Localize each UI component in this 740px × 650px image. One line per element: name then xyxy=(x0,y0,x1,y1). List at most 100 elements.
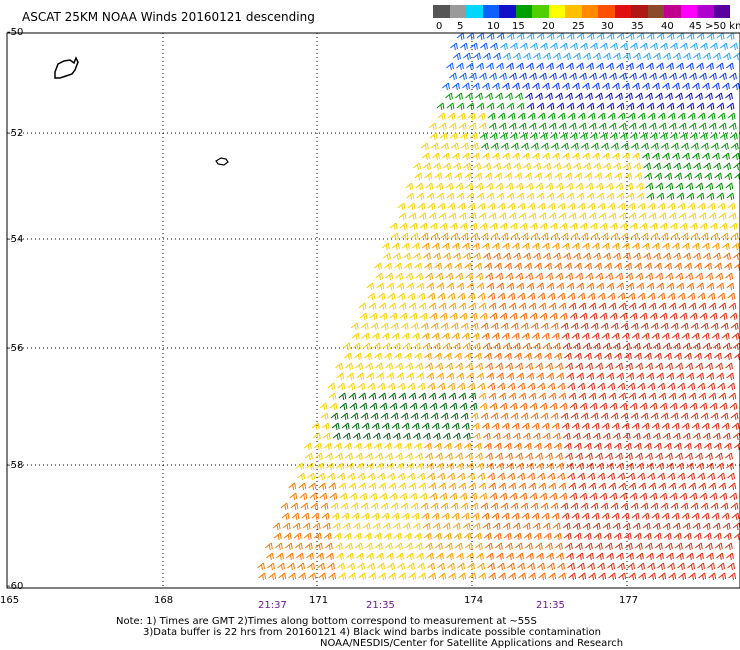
wind-barb xyxy=(553,442,562,451)
wind-barb xyxy=(388,572,397,581)
wind-barb xyxy=(649,72,657,81)
wind-barb xyxy=(576,552,584,561)
wind-barb xyxy=(632,342,641,351)
wind-barb xyxy=(441,332,450,341)
wind-barb xyxy=(398,572,407,581)
wind-barb xyxy=(598,122,607,131)
wind-barb xyxy=(444,262,452,271)
wind-barb xyxy=(485,272,494,281)
wind-barb xyxy=(710,232,719,241)
wind-barb xyxy=(478,302,487,311)
wind-barb xyxy=(690,502,699,511)
wind-barb xyxy=(693,442,702,451)
island-auckland xyxy=(54,56,79,79)
wind-barb xyxy=(437,382,446,391)
wind-barb xyxy=(452,522,461,531)
wind-barb xyxy=(607,382,616,391)
wind-barb xyxy=(541,242,550,251)
wind-barb xyxy=(472,82,480,91)
wind-barb xyxy=(410,412,419,421)
wind-barb xyxy=(678,392,687,401)
wind-barb xyxy=(414,542,423,551)
wind-barb xyxy=(626,372,635,381)
wind-barb xyxy=(622,152,630,161)
wind-barb xyxy=(376,282,385,291)
wind-barb xyxy=(375,362,383,371)
wind-barb xyxy=(506,282,515,291)
wind-barb xyxy=(536,192,545,201)
wind-barb xyxy=(648,482,657,491)
wind-barb xyxy=(399,312,408,321)
wind-barb xyxy=(409,402,418,411)
wind-barb xyxy=(526,102,535,111)
wind-barb xyxy=(537,562,545,571)
wind-barb xyxy=(648,572,657,581)
wind-barb xyxy=(434,172,443,181)
wind-barb xyxy=(415,362,423,371)
wind-barb xyxy=(680,42,688,51)
wind-barb xyxy=(554,352,562,361)
wind-barb xyxy=(412,432,421,441)
wind-barb xyxy=(470,412,479,421)
wind-barb xyxy=(495,272,504,281)
wind-barb xyxy=(696,372,705,381)
wind-barb xyxy=(482,522,491,531)
wind-barb xyxy=(306,462,314,471)
wind-barb xyxy=(466,372,475,381)
wind-barb xyxy=(555,272,564,281)
wind-barb xyxy=(652,82,660,91)
wind-barb xyxy=(576,32,585,41)
wind-barb xyxy=(527,562,535,571)
wind-barb xyxy=(563,442,572,451)
wind-barb xyxy=(614,172,623,181)
wind-barb xyxy=(702,82,710,91)
wind-barb xyxy=(630,322,639,331)
wind-barb xyxy=(611,422,620,431)
wind-barb xyxy=(387,382,396,391)
wind-barb xyxy=(572,82,580,91)
wind-barb xyxy=(575,92,583,101)
wind-barb xyxy=(694,542,703,551)
wind-barb xyxy=(588,572,597,581)
wind-barb xyxy=(537,382,546,391)
wind-barb xyxy=(659,492,668,501)
wind-barb xyxy=(364,352,372,361)
wind-barb xyxy=(411,512,420,521)
wind-barb xyxy=(513,52,521,61)
wind-barb xyxy=(584,542,593,551)
wind-barb xyxy=(268,572,277,581)
wind-barb xyxy=(344,352,352,361)
wind-barb xyxy=(451,332,460,341)
wind-barb xyxy=(428,212,437,221)
wind-barb xyxy=(457,112,466,121)
wind-barb xyxy=(556,62,564,71)
wind-barb xyxy=(679,132,688,141)
wind-barb xyxy=(284,542,293,551)
wind-barb xyxy=(373,532,382,541)
wind-barb xyxy=(430,322,439,331)
wind-barb xyxy=(418,212,427,221)
wind-barb xyxy=(530,412,539,421)
wind-barb xyxy=(654,352,662,361)
wind-barb xyxy=(616,192,625,201)
wind-barb xyxy=(296,462,304,471)
wind-barb xyxy=(401,422,410,431)
islands xyxy=(54,56,229,166)
wind-barb xyxy=(682,342,691,351)
wind-barb xyxy=(637,112,646,121)
wind-barb xyxy=(686,102,695,111)
wind-barb xyxy=(704,352,712,361)
wind-barb xyxy=(491,512,500,521)
wind-barb xyxy=(443,162,451,171)
wind-barb xyxy=(601,512,610,521)
wind-barb xyxy=(514,262,522,271)
wind-barb xyxy=(671,242,680,251)
legend-label-15: 15 xyxy=(512,21,525,32)
wind-barb xyxy=(689,492,698,501)
wind-barb xyxy=(453,442,462,451)
wind-barb xyxy=(508,572,517,581)
wind-barb xyxy=(442,342,451,351)
wind-barb xyxy=(368,572,377,581)
wind-barb xyxy=(423,532,432,541)
wind-barb xyxy=(507,202,516,211)
